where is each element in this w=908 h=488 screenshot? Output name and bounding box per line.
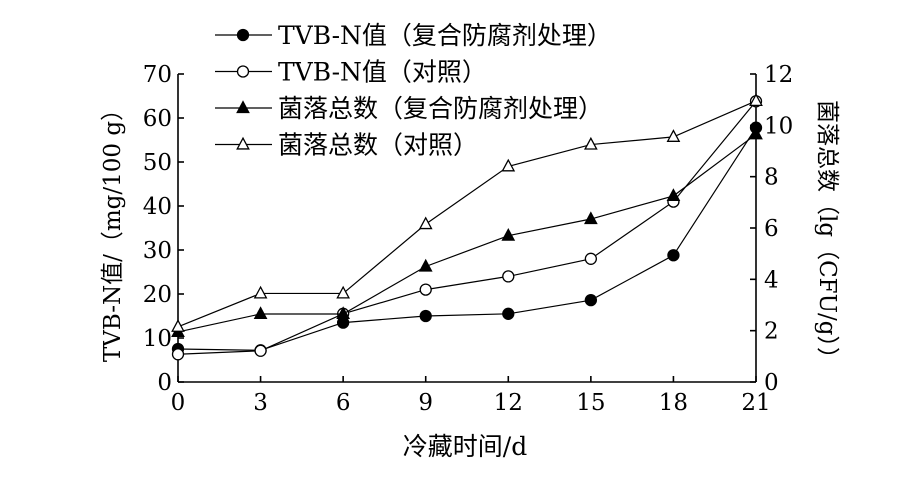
- data-point: [418, 258, 433, 272]
- x-tick-label: 18: [659, 390, 688, 416]
- right-y-tick-label: 4: [764, 267, 779, 293]
- x-tick-label: 12: [494, 390, 523, 416]
- data-point: [336, 285, 351, 299]
- right-y-tick-label: 10: [764, 113, 793, 139]
- legend-marker: [236, 100, 250, 114]
- left-y-tick-label: 40: [143, 194, 172, 220]
- legend-item: TVB-N值（复合防腐剂处理）: [215, 21, 612, 50]
- series-group: [171, 93, 763, 361]
- data-point: [667, 249, 680, 262]
- left-y-tick-label: 20: [143, 282, 172, 308]
- legend-marker: [236, 136, 250, 150]
- series-line: [177, 100, 757, 328]
- data-point: [419, 283, 432, 296]
- x-tick-label: 9: [418, 390, 433, 416]
- data-point: [418, 216, 433, 230]
- data-point: [583, 211, 598, 225]
- x-tick-label: 0: [171, 390, 186, 416]
- series-1: [171, 121, 763, 357]
- x-tick-label: 3: [253, 390, 268, 416]
- legend-label: TVB-N值（对照）: [278, 58, 487, 87]
- legend-label: TVB-N值（复合防腐剂处理）: [278, 21, 612, 50]
- data-point: [584, 294, 598, 307]
- left-y-tick-label: 30: [143, 238, 172, 264]
- right-y-tick-label: 8: [764, 165, 779, 191]
- data-point: [171, 348, 185, 361]
- right-y-tick-label: 6: [764, 216, 779, 242]
- data-point: [666, 188, 681, 201]
- left-y-tick-label: 70: [143, 62, 172, 88]
- data-point: [749, 93, 763, 107]
- data-point: [501, 228, 516, 241]
- data-point: [584, 252, 598, 265]
- data-point: [583, 136, 598, 150]
- x-tick-label: 6: [336, 390, 351, 416]
- right-y-tick-label: 0: [764, 370, 779, 396]
- legend-label: 菌落总数（复合防腐剂处理）: [278, 94, 603, 123]
- right-y-axis-label: 菌落总数（lg（CFU/g））: [814, 100, 840, 370]
- series-4: [171, 93, 763, 332]
- legend-marker: [236, 65, 250, 78]
- legend-item: 菌落总数（对照）: [215, 131, 478, 160]
- legend-label: 菌落总数（对照）: [278, 131, 478, 160]
- data-point: [254, 344, 267, 357]
- data-point: [666, 129, 681, 142]
- data-point: [171, 319, 185, 332]
- data-point: [336, 306, 351, 320]
- legend-item: TVB-N值（对照）: [215, 58, 487, 87]
- legend-marker: [236, 28, 250, 42]
- legend-item: 菌落总数（复合防腐剂处理）: [215, 94, 603, 123]
- series-line: [177, 133, 757, 333]
- data-point: [253, 306, 268, 320]
- left-y-tick-label: 60: [143, 106, 172, 132]
- x-tick-label: 21: [741, 390, 770, 416]
- x-tick-label: 15: [576, 390, 605, 416]
- data-point: [502, 307, 515, 320]
- data-point: [253, 285, 268, 299]
- right-y-tick-label: 2: [764, 319, 779, 345]
- left-y-tick-label: 0: [157, 370, 172, 396]
- data-point: [502, 270, 515, 283]
- x-axis-label: 冷藏时间/d: [403, 432, 527, 461]
- data-point: [749, 126, 763, 140]
- series-line: [177, 127, 757, 351]
- left-y-tick-label: 10: [143, 326, 172, 352]
- data-point: [419, 309, 432, 323]
- left-y-tick-label: 50: [143, 150, 172, 176]
- series-line: [177, 100, 757, 355]
- right-y-tick-label: 12: [764, 62, 793, 88]
- data-point: [501, 158, 516, 172]
- legend: TVB-N值（复合防腐剂处理） TVB-N值（对照） 菌落总数（复合防腐剂处理） 菌落…: [215, 21, 612, 160]
- left-y-axis-label: TVB-N值/（mg/100 g）: [100, 98, 126, 362]
